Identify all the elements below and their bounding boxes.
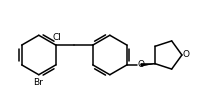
Text: O: O — [183, 50, 190, 60]
Text: O: O — [137, 60, 144, 69]
Text: Cl: Cl — [52, 33, 61, 42]
Text: Br: Br — [33, 78, 43, 87]
Polygon shape — [141, 63, 155, 67]
